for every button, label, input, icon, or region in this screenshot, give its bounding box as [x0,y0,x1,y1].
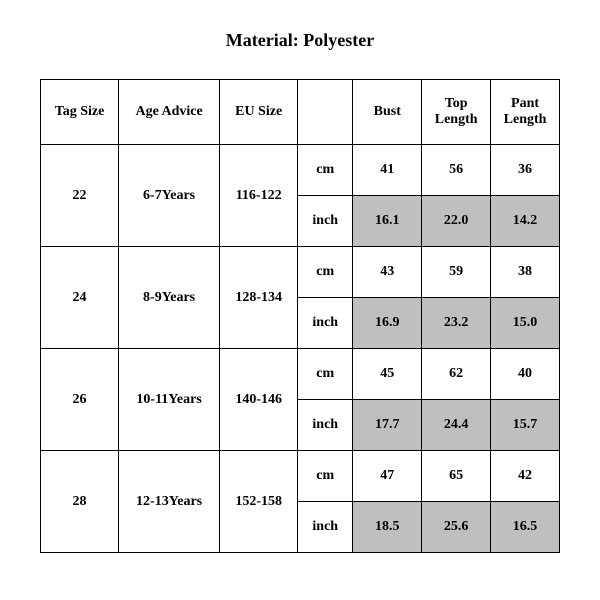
cell-bust: 16.9 [353,298,422,349]
cell-top: 24.4 [422,400,491,451]
table-row: 26 10-11Years 140-146 cm 45 62 40 [41,349,560,400]
cell-top: 56 [422,145,491,196]
cell-unit: cm [298,145,353,196]
cell-tag: 22 [41,145,119,247]
table-row: 22 6-7Years 116-122 cm 41 56 36 [41,145,560,196]
page-title: Material: Polyester [40,30,560,51]
cell-unit: cm [298,349,353,400]
cell-age: 6-7Years [119,145,220,247]
cell-pant: 40 [491,349,560,400]
col-age: Age Advice [119,80,220,145]
cell-top: 22.0 [422,196,491,247]
cell-pant: 16.5 [491,502,560,553]
cell-pant: 42 [491,451,560,502]
cell-pant: 15.0 [491,298,560,349]
cell-tag: 24 [41,247,119,349]
cell-top: 62 [422,349,491,400]
cell-pant: 38 [491,247,560,298]
col-tag: Tag Size [41,80,119,145]
cell-pant: 15.7 [491,400,560,451]
header-row: Tag Size Age Advice EU Size Bust Top Len… [41,80,560,145]
cell-bust: 45 [353,349,422,400]
cell-tag: 26 [41,349,119,451]
cell-bust: 18.5 [353,502,422,553]
table-row: 28 12-13Years 152-158 cm 47 65 42 [41,451,560,502]
cell-unit: inch [298,400,353,451]
cell-top: 59 [422,247,491,298]
cell-unit: cm [298,247,353,298]
cell-tag: 28 [41,451,119,553]
cell-pant: 36 [491,145,560,196]
cell-unit: inch [298,298,353,349]
cell-bust: 47 [353,451,422,502]
page: Material: Polyester Tag Size Age Advice … [0,0,600,600]
cell-eu: 152-158 [220,451,298,553]
cell-bust: 43 [353,247,422,298]
cell-top: 65 [422,451,491,502]
cell-top: 23.2 [422,298,491,349]
col-top: Top Length [422,80,491,145]
cell-top: 25.6 [422,502,491,553]
cell-age: 8-9Years [119,247,220,349]
cell-age: 10-11Years [119,349,220,451]
size-table: Tag Size Age Advice EU Size Bust Top Len… [40,79,560,553]
cell-age: 12-13Years [119,451,220,553]
cell-bust: 16.1 [353,196,422,247]
cell-eu: 140-146 [220,349,298,451]
col-pant: Pant Length [491,80,560,145]
cell-unit: cm [298,451,353,502]
cell-pant: 14.2 [491,196,560,247]
cell-unit: inch [298,502,353,553]
col-eu: EU Size [220,80,298,145]
cell-unit: inch [298,196,353,247]
cell-bust: 17.7 [353,400,422,451]
cell-eu: 128-134 [220,247,298,349]
col-unit [298,80,353,145]
col-bust: Bust [353,80,422,145]
table-row: 24 8-9Years 128-134 cm 43 59 38 [41,247,560,298]
cell-eu: 116-122 [220,145,298,247]
cell-bust: 41 [353,145,422,196]
